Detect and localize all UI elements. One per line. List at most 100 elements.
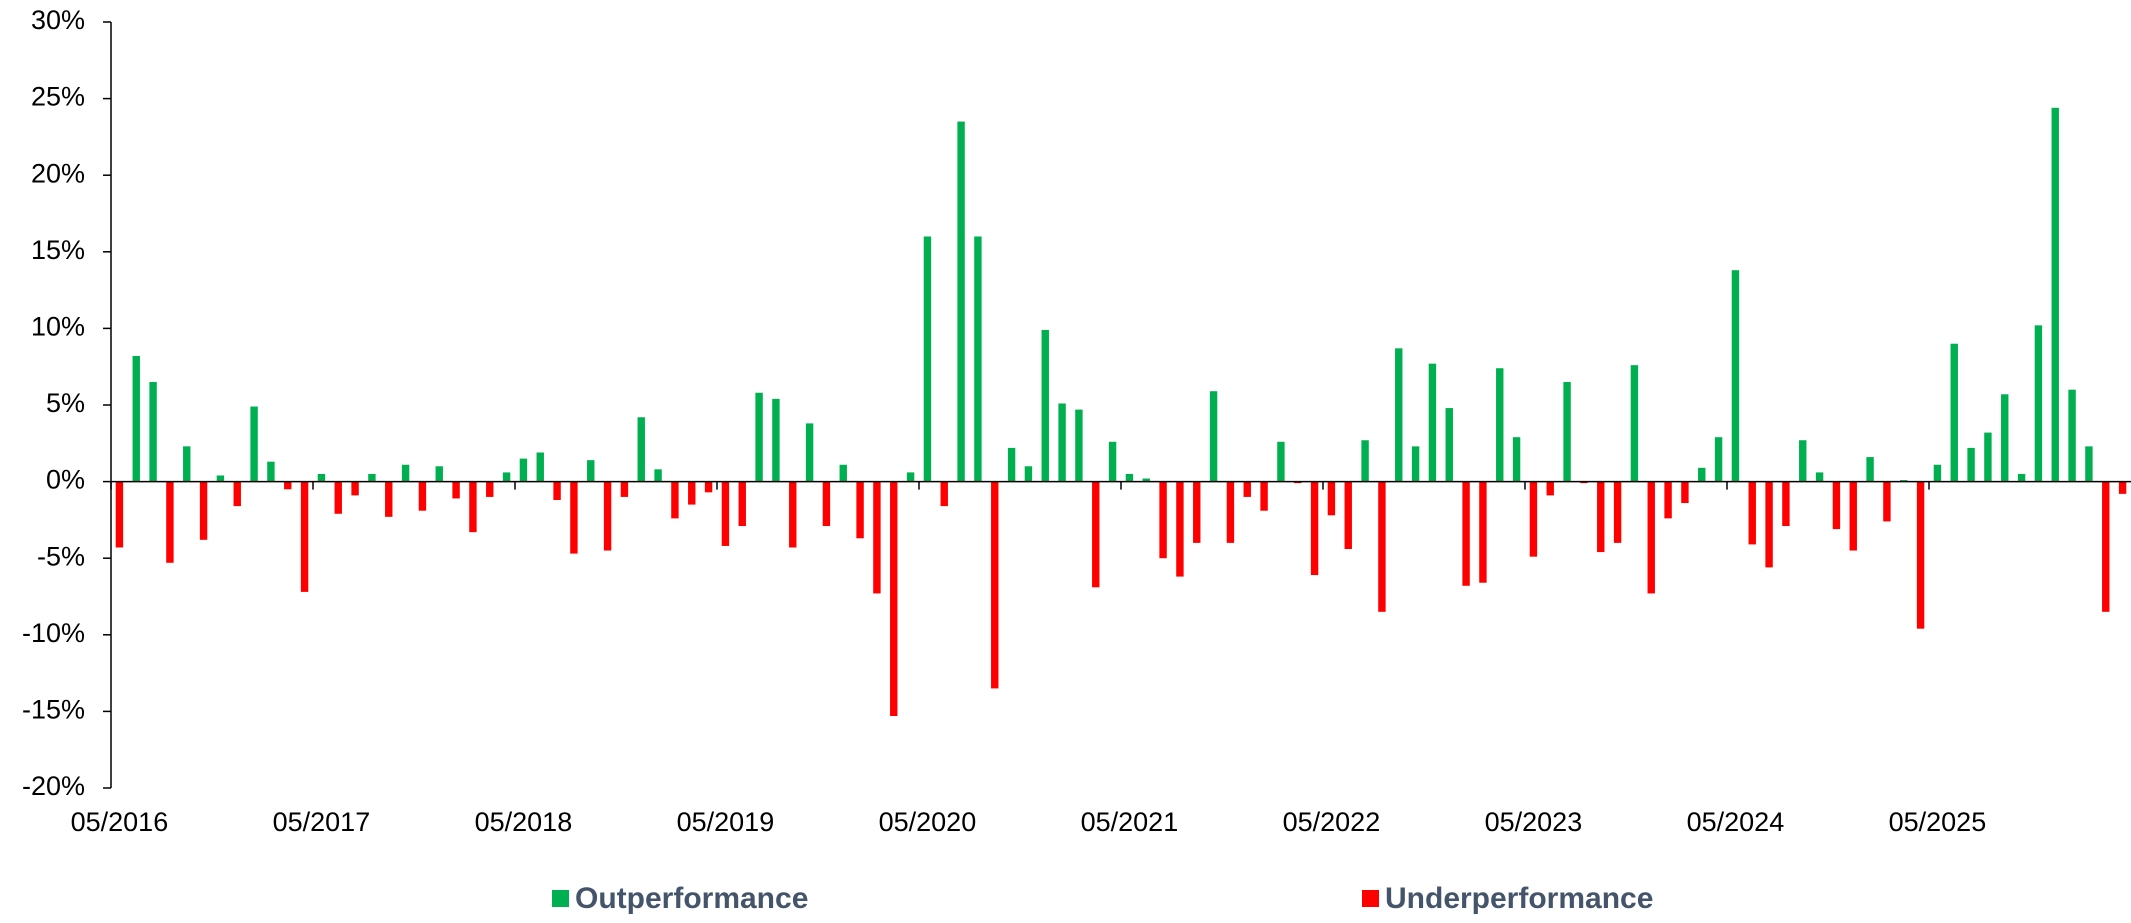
bar <box>755 392 763 482</box>
y-tick-label: 0% <box>46 465 85 495</box>
bar <box>2068 389 2076 482</box>
bar <box>1782 481 1790 527</box>
bar <box>368 473 376 482</box>
bar <box>856 481 864 539</box>
bar <box>1512 437 1521 482</box>
bar <box>1563 382 1571 482</box>
bar <box>923 236 932 482</box>
bar <box>1159 481 1167 559</box>
bar <box>1714 437 1723 482</box>
bar <box>1142 478 1150 482</box>
bar <box>1613 481 1622 543</box>
bar <box>772 398 780 482</box>
bar <box>1529 481 1538 557</box>
x-tick-label: 05/2018 <box>475 807 573 837</box>
bar <box>1243 481 1251 497</box>
bar <box>351 481 359 496</box>
x-tick-label: 05/2021 <box>1081 807 1179 837</box>
bar <box>1664 481 1672 519</box>
bar <box>267 461 275 482</box>
y-tick-label: 20% <box>31 158 85 188</box>
bar <box>469 481 477 533</box>
bar <box>1075 409 1083 482</box>
legend-label: Underperformance <box>1385 882 1653 915</box>
bar <box>1058 403 1066 482</box>
bar <box>1462 481 1470 586</box>
bar <box>553 481 561 500</box>
bar <box>906 472 915 482</box>
bar <box>620 481 629 497</box>
bar <box>300 481 309 592</box>
bar <box>805 423 814 482</box>
bar <box>2102 481 2110 612</box>
bar <box>587 460 595 482</box>
y-tick-label: -10% <box>22 618 85 648</box>
bar <box>2118 481 2127 494</box>
bar <box>603 481 612 551</box>
legend-swatch <box>1362 890 1379 907</box>
bar <box>789 481 797 548</box>
bar <box>1378 481 1386 612</box>
y-tick-label: -5% <box>37 541 85 571</box>
bar <box>149 382 157 482</box>
y-tick-label: 5% <box>46 388 85 418</box>
bar <box>1546 481 1554 496</box>
bar <box>1950 343 1958 482</box>
y-tick-label: 10% <box>31 312 85 342</box>
bar <box>637 417 645 482</box>
bar <box>435 466 443 482</box>
bar <box>2034 325 2043 482</box>
bar <box>688 481 696 505</box>
bar <box>1933 464 1942 482</box>
legend-label: Outperformance <box>575 882 808 915</box>
bar <box>1916 481 1925 629</box>
bar <box>1866 457 1874 482</box>
bar <box>1900 480 1908 482</box>
bar <box>401 464 410 482</box>
bar <box>839 464 847 482</box>
bar <box>704 481 713 493</box>
bar <box>1260 481 1268 511</box>
bar <box>166 481 174 563</box>
x-tick-label: 05/2020 <box>879 807 977 837</box>
bar <box>1344 481 1352 550</box>
x-tick-label: 05/2023 <box>1485 807 1583 837</box>
x-tick-label: 05/2017 <box>273 807 371 837</box>
bar <box>2051 107 2059 482</box>
bar <box>132 355 140 482</box>
bar <box>1832 481 1841 530</box>
bar <box>385 481 393 517</box>
bar <box>1294 481 1302 484</box>
legend-swatch <box>552 890 569 907</box>
y-tick-label: -20% <box>22 771 85 801</box>
bar <box>2085 446 2093 482</box>
bar <box>1125 473 1134 482</box>
bar <box>1327 481 1336 516</box>
bar <box>1647 481 1655 594</box>
bar <box>1765 481 1773 568</box>
bar <box>1799 440 1807 482</box>
bar <box>1496 368 1504 482</box>
bar <box>1024 466 1033 482</box>
bar <box>1226 481 1235 543</box>
bar <box>1597 481 1605 553</box>
bar <box>233 481 241 507</box>
bar <box>1361 440 1369 482</box>
x-tick-label: 05/2024 <box>1687 807 1785 837</box>
bar <box>890 481 898 716</box>
y-tick-label: 30% <box>31 5 85 35</box>
y-tick-label: -15% <box>22 695 85 725</box>
bar <box>1428 363 1437 482</box>
bar <box>317 473 326 482</box>
bar <box>654 469 662 482</box>
bar <box>1209 391 1218 482</box>
bar <box>1815 472 1824 482</box>
bar <box>1310 481 1319 576</box>
bar <box>183 446 191 482</box>
bar <box>1630 365 1639 482</box>
bar <box>284 481 292 490</box>
y-tick-label: 15% <box>31 235 85 265</box>
x-tick-label: 05/2022 <box>1283 807 1381 837</box>
